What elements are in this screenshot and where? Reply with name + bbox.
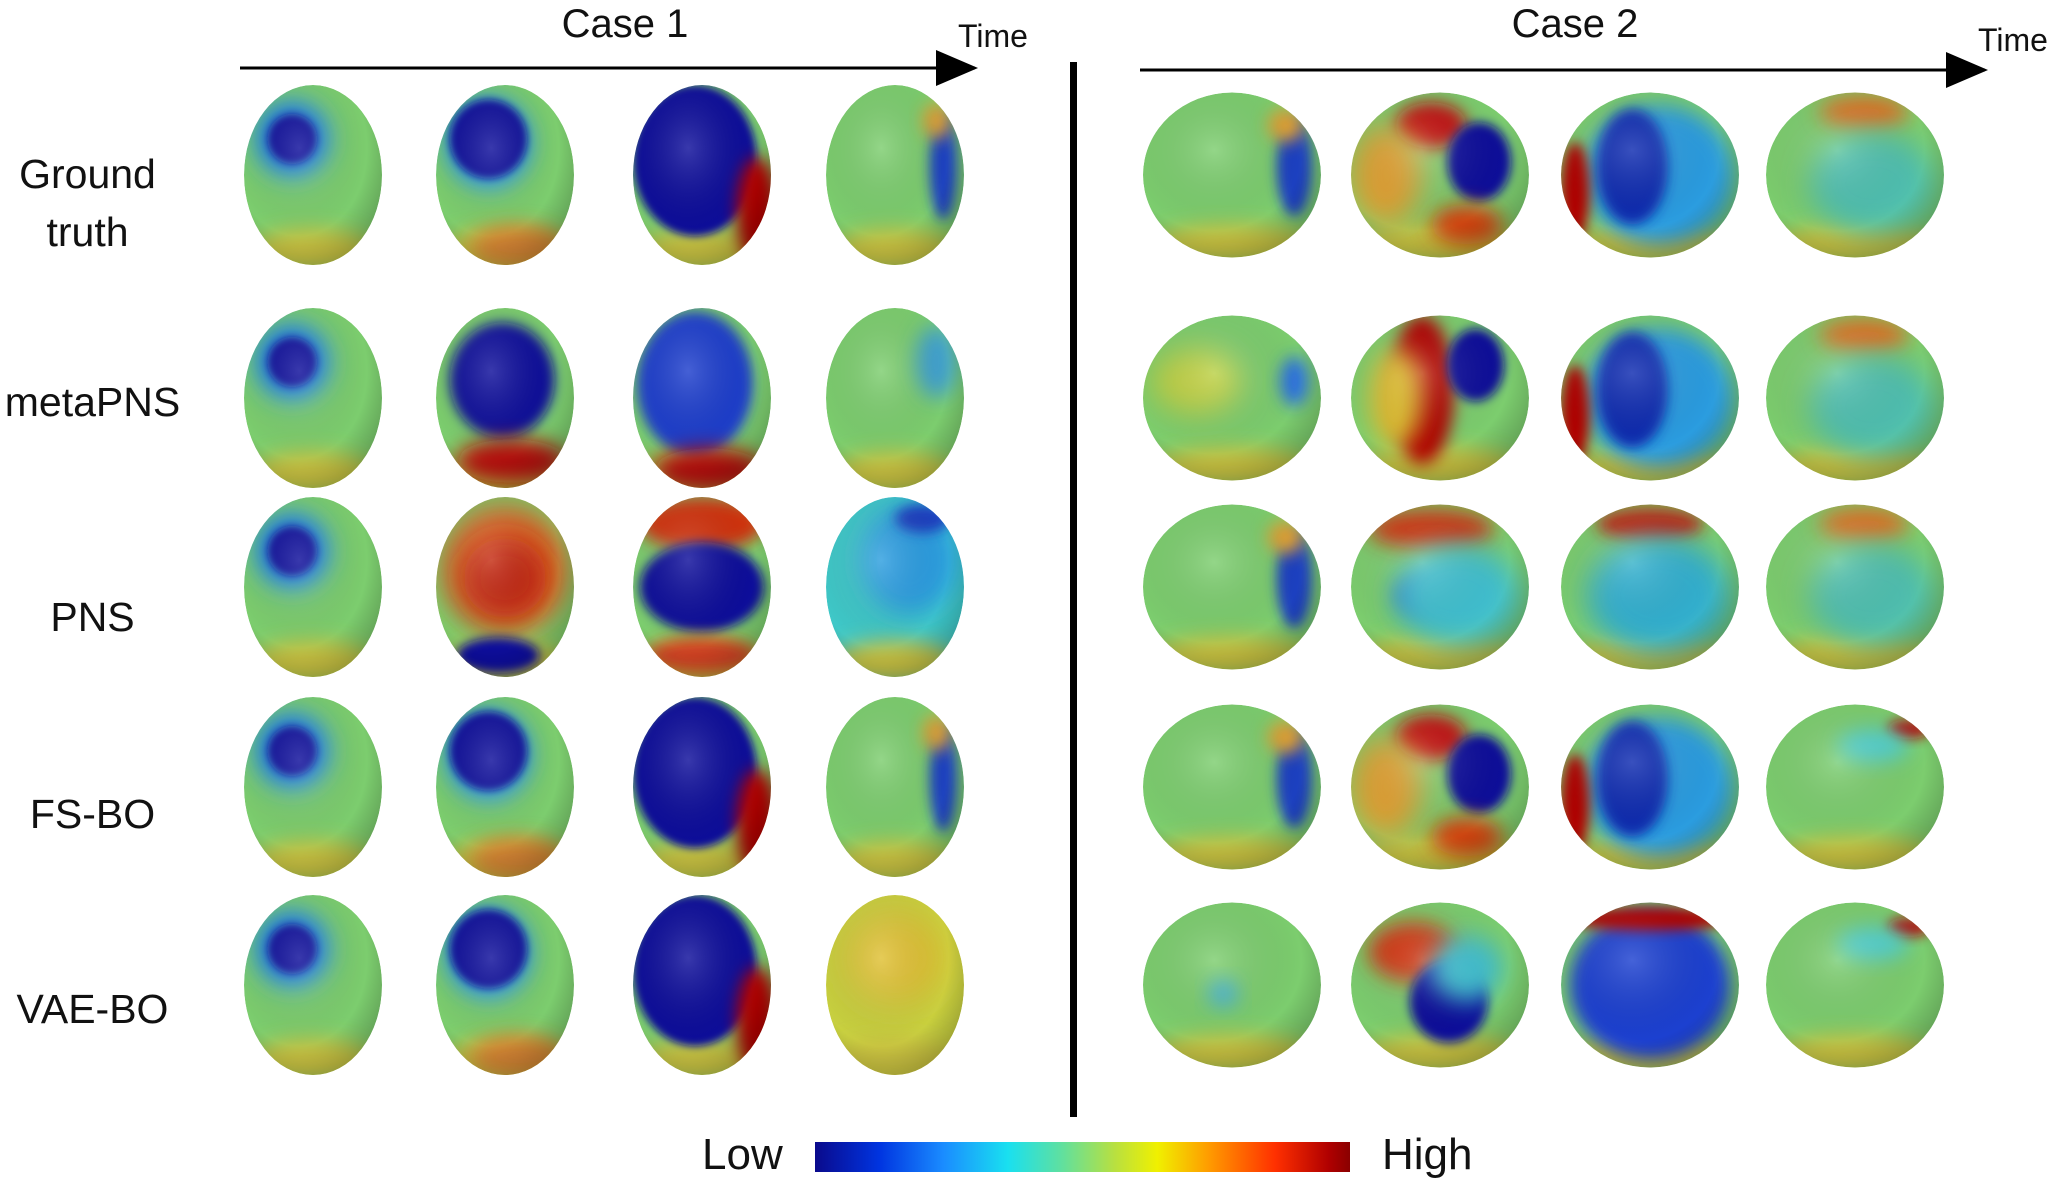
heart-map-case2-r5-t4 — [1766, 902, 1944, 1068]
heart-map-case1-r2-t2 — [436, 308, 574, 488]
heart-map-case1-r4-t2 — [436, 697, 574, 877]
heart-map-case1-r3-t3 — [633, 497, 771, 677]
heart-map-case1-r5-t2 — [436, 895, 574, 1075]
heart-map-case2-r2-t3 — [1561, 315, 1739, 481]
heart-map-case2-r3-t3 — [1561, 504, 1739, 670]
row-label-pns: PNS — [50, 594, 135, 640]
heart-map-case2-r1-t1 — [1143, 92, 1321, 258]
heart-map-case1-r2-t1 — [244, 308, 382, 488]
colorbar — [815, 1142, 1350, 1172]
heart-map-case2-r5-t1 — [1143, 902, 1321, 1068]
case-2-time-label: Time — [1978, 22, 2048, 58]
heart-map-case2-r5-t3 — [1561, 902, 1739, 1068]
heart-map-case1-r1-t4 — [826, 85, 964, 265]
heart-map-case2-r2-t2 — [1351, 315, 1529, 481]
heart-map-case2-r4-t2 — [1351, 704, 1529, 870]
heart-map-case1-r2-t3 — [633, 308, 771, 488]
heart-map-case1-r4-t3 — [633, 697, 771, 877]
heart-map-case2-r2-t1 — [1143, 315, 1321, 481]
colorbar-low-label: Low — [702, 1130, 783, 1179]
case-1-title: Case 1 — [561, 2, 689, 46]
heart-map-case1-r3-t1 — [244, 497, 382, 677]
row-label-vae-bo: VAE-BO — [16, 986, 169, 1032]
heart-map-case1-r3-t4 — [826, 497, 964, 677]
heart-map-case2-r1-t4 — [1766, 92, 1944, 258]
heart-map-case1-r4-t1 — [244, 697, 382, 877]
heart-map-case1-r5-t4 — [826, 895, 964, 1075]
heart-map-case1-r2-t4 — [826, 308, 964, 488]
heart-map-case2-r4-t4 — [1766, 704, 1944, 870]
row-label-fs-bo: FS-BO — [29, 791, 156, 837]
row-label-ground-truth: Ground truth — [19, 151, 156, 255]
case-1-time-label: Time — [958, 18, 1028, 54]
heart-map-case1-r1-t3 — [633, 85, 771, 265]
heart-map-case1-r3-t2 — [436, 497, 574, 677]
heart-map-case2-r1-t3 — [1561, 92, 1739, 258]
heart-map-case1-r1-t1 — [244, 85, 382, 265]
heart-map-case2-r5-t2 — [1351, 902, 1529, 1068]
heart-map-case2-r3-t4 — [1766, 504, 1944, 670]
heart-map-case1-r4-t4 — [826, 697, 964, 877]
heart-map-case2-r4-t1 — [1143, 704, 1321, 870]
heart-map-case1-r5-t3 — [633, 895, 771, 1075]
heart-map-case2-r1-t2 — [1351, 92, 1529, 258]
heart-map-case1-r5-t1 — [244, 895, 382, 1075]
heart-map-case2-r4-t3 — [1561, 704, 1739, 870]
heart-map-case2-r3-t1 — [1143, 504, 1321, 670]
case-2-title: Case 2 — [1511, 2, 1639, 46]
case-divider — [1070, 62, 1077, 1117]
colorbar-high-label: High — [1382, 1130, 1473, 1179]
heart-map-case1-r1-t2 — [436, 85, 574, 265]
heart-map-case2-r3-t2 — [1351, 504, 1529, 670]
row-label-metapns: metaPNS — [4, 379, 181, 425]
heart-map-case2-r2-t4 — [1766, 315, 1944, 481]
